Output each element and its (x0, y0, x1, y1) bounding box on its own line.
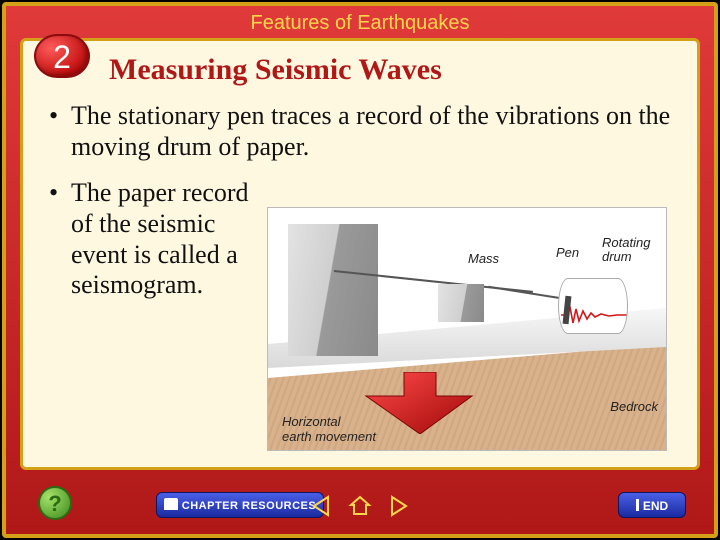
seismogram-trace (561, 305, 627, 325)
nav-home-button[interactable] (346, 492, 374, 520)
triangle-right-icon (386, 494, 410, 518)
nav-next-button[interactable] (384, 492, 412, 520)
figure-label-mass: Mass (468, 252, 499, 266)
movement-arrow-icon (364, 372, 474, 434)
figure-label-drum: Rotating drum (602, 236, 650, 265)
pen-arm (488, 286, 567, 300)
end-button[interactable]: END (618, 492, 686, 518)
chapter-header: Features of Earthquakes (250, 12, 469, 35)
figure-label-bedrock: Bedrock (610, 400, 658, 414)
figure-label-movement: Horizontal earth movement (282, 415, 376, 444)
end-label: END (643, 499, 668, 513)
bullet-dot-icon: • (49, 178, 71, 301)
help-button[interactable]: ? (38, 486, 72, 520)
nav-cluster (308, 492, 412, 520)
stop-bar-icon (636, 499, 639, 511)
home-icon (348, 494, 372, 518)
footer-bar: ? CHAPTER RESOURCES END (6, 476, 714, 534)
slide-title: Measuring Seismic Waves (109, 53, 671, 87)
section-number-badge: 2 (34, 34, 90, 78)
chapter-resources-label: CHAPTER RESOURCES (182, 500, 316, 512)
nav-prev-button[interactable] (308, 492, 336, 520)
content-panel: Measuring Seismic Waves • The stationary… (20, 38, 700, 470)
bullet-item: • The stationary pen traces a record of … (49, 101, 671, 162)
chapter-resources-button[interactable]: CHAPTER RESOURCES (156, 492, 324, 518)
figure-label-pen: Pen (556, 246, 579, 260)
book-icon (164, 498, 178, 510)
mass-block (438, 284, 484, 322)
bullet-dot-icon: • (49, 101, 71, 162)
wall-block (288, 224, 378, 356)
seismograph-figure: Mass Pen Rotating drum Bedrock Horizonta… (267, 207, 667, 451)
triangle-left-icon (310, 494, 334, 518)
bullet-text: The stationary pen traces a record of th… (71, 101, 671, 162)
slide-frame: Features of Earthquakes 2 Measuring Seis… (2, 2, 718, 538)
bullet-text: The paper record of the seismic event is… (71, 178, 271, 301)
